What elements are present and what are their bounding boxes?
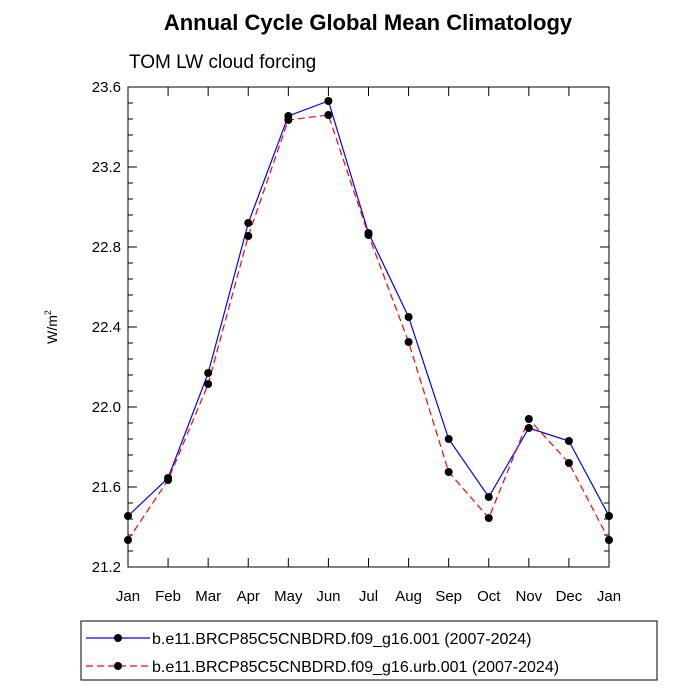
series-2-point bbox=[284, 116, 293, 124]
y-tick-label: 22.8 bbox=[92, 239, 121, 256]
chart-subtitle: TOM LW cloud forcing bbox=[129, 52, 316, 73]
y-axis-label: W/m2 bbox=[43, 310, 60, 344]
series-2-point bbox=[244, 232, 253, 240]
x-tick-label: Sep bbox=[435, 588, 462, 605]
series-1-point bbox=[524, 424, 533, 432]
series-2-point bbox=[564, 459, 573, 467]
plot-frame bbox=[127, 86, 610, 568]
y-tick-label: 22.0 bbox=[92, 399, 121, 416]
y-tick-label: 23.2 bbox=[92, 159, 121, 176]
series-1-point bbox=[244, 219, 253, 227]
series-2-point bbox=[204, 380, 213, 388]
x-tick-label: Jan bbox=[116, 588, 140, 605]
series-2-point bbox=[524, 415, 533, 423]
series-1-point bbox=[605, 512, 613, 520]
legend-entries: b.e11.BRCP85C5CNBDRD.f09_g16.001 (2007-2… bbox=[86, 631, 559, 676]
series-1-point bbox=[324, 97, 333, 105]
series-2-point bbox=[404, 338, 413, 346]
series-layer bbox=[124, 97, 613, 544]
y-tick-label: 21.6 bbox=[92, 479, 121, 496]
chart-title: Annual Cycle Global Mean Climatology bbox=[164, 10, 573, 35]
series-line-2 bbox=[127, 114, 610, 541]
x-tick-label: Aug bbox=[395, 588, 422, 605]
legend-label-2: b.e11.BRCP85C5CNBDRD.f09_g16.urb.001 (20… bbox=[152, 659, 559, 676]
series-2-point bbox=[124, 536, 132, 544]
axis-ticks: 21.2 21.6 22.0 22.4 22.8 23.2 23.6 Jan Feb Mar Apr… bbox=[92, 79, 621, 605]
y-tick-label: 21.2 bbox=[92, 559, 121, 576]
series-1-point bbox=[124, 512, 132, 520]
y-axis-label-exponent: 2 bbox=[43, 310, 53, 315]
series-2-point bbox=[605, 536, 613, 544]
legend bbox=[80, 620, 658, 681]
legend-marker-1 bbox=[114, 634, 122, 642]
series-2-point bbox=[364, 231, 373, 239]
series-1-point bbox=[204, 369, 213, 377]
series-line-1 bbox=[127, 100, 610, 517]
series-2-point bbox=[484, 514, 493, 522]
legend-label-1: b.e11.BRCP85C5CNBDRD.f09_g16.001 (2007-2… bbox=[152, 631, 531, 648]
x-tick-label: Apr bbox=[237, 588, 260, 605]
x-tick-label: Nov bbox=[515, 588, 542, 605]
y-axis-label-base: W/m bbox=[44, 315, 60, 344]
series-1-point bbox=[444, 435, 453, 443]
x-tick-label: May bbox=[274, 588, 303, 605]
series-2-point bbox=[164, 476, 173, 484]
x-tick-label: Jan bbox=[597, 588, 621, 605]
x-tick-label: Feb bbox=[155, 588, 181, 605]
x-tick-label: Jul bbox=[359, 588, 378, 605]
x-tick-label: Jun bbox=[316, 588, 340, 605]
x-tick-label: Mar bbox=[195, 588, 221, 605]
series-1-point bbox=[404, 313, 413, 321]
series-2-point bbox=[324, 111, 333, 119]
x-tick-label: Oct bbox=[477, 588, 501, 605]
y-tick-label: 22.4 bbox=[92, 319, 121, 336]
series-2-point bbox=[444, 468, 453, 476]
series-1-point bbox=[564, 437, 573, 445]
y-tick-label: 23.6 bbox=[92, 79, 121, 96]
series-1-point bbox=[484, 493, 493, 501]
legend-marker-2 bbox=[114, 662, 122, 670]
x-tick-label: Dec bbox=[556, 588, 583, 605]
